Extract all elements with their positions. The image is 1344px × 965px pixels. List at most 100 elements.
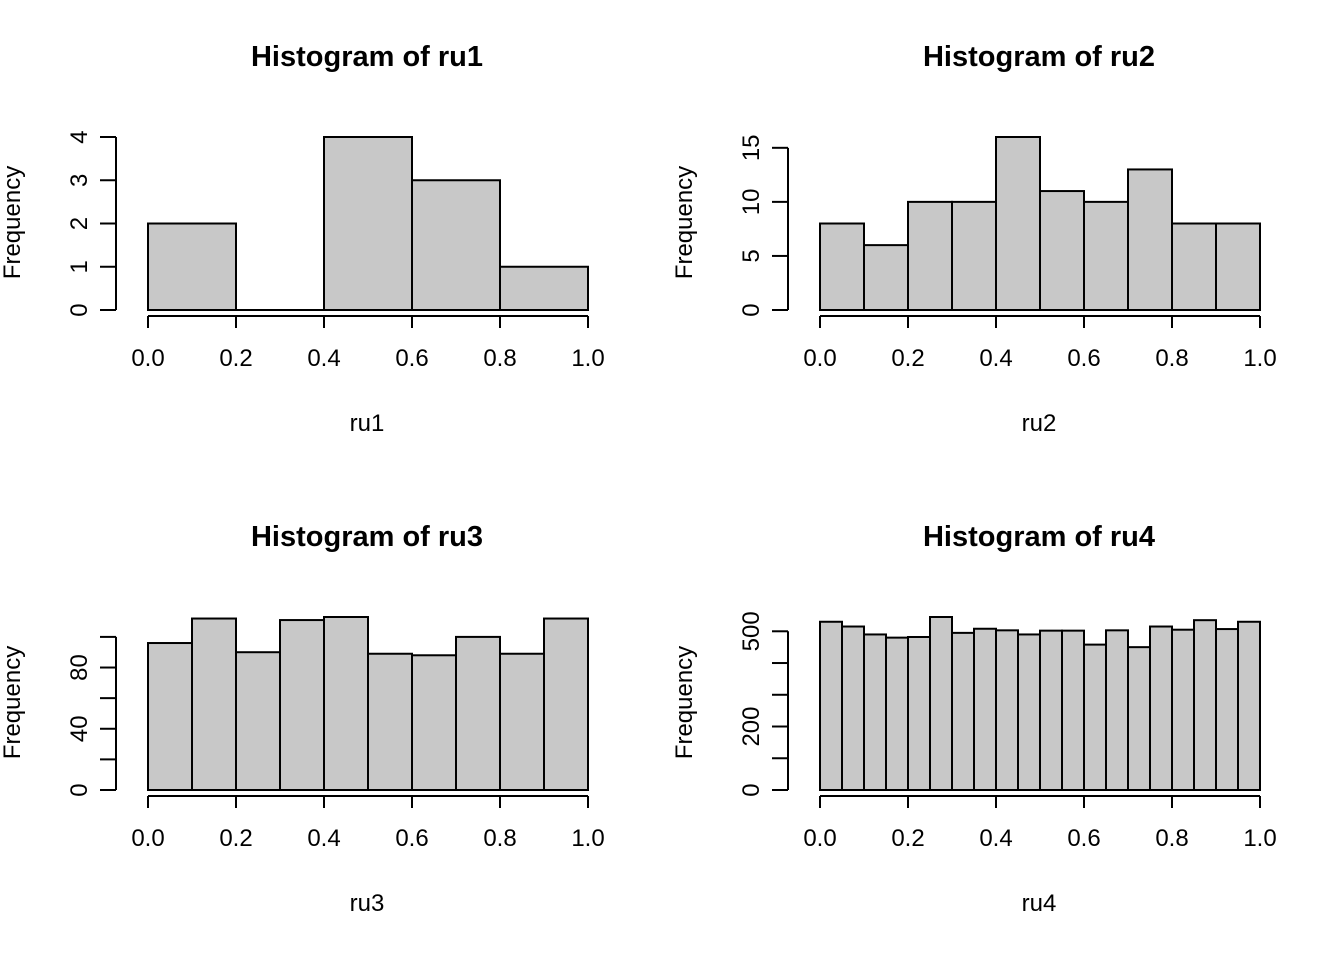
histogram-bar [1215, 628, 1239, 791]
x-tick-label: 0.2 [891, 825, 924, 852]
histogram-bar [367, 652, 413, 791]
histogram-bar [411, 654, 457, 792]
histogram-bar [323, 136, 413, 311]
histogram-bar [951, 631, 975, 792]
chart-title: Histogram of ru1 [251, 41, 483, 73]
x-tick-label: 0.8 [483, 825, 516, 852]
y-tick-label: 40 [66, 715, 93, 742]
histogram-bar [907, 635, 931, 791]
histogram-bar [907, 200, 953, 311]
x-axis-label: ru3 [350, 890, 385, 917]
x-tick-label: 1.0 [1243, 825, 1276, 852]
y-tick-label: 0 [66, 783, 93, 796]
histogram-bar [1171, 628, 1195, 792]
x-tick-label: 0.8 [1155, 825, 1188, 852]
histogram-bar [863, 633, 887, 792]
x-tick-label: 0.4 [979, 345, 1012, 372]
y-tick-label: 0 [738, 303, 765, 316]
y-tick-label: 3 [66, 174, 93, 187]
histogram-bar [841, 625, 865, 792]
x-tick-label: 0.0 [131, 345, 164, 372]
x-tick-label: 0.6 [1067, 825, 1100, 852]
histogram-bar [1105, 629, 1129, 791]
y-tick-label: 4 [66, 130, 93, 143]
y-tick-label: 15 [738, 134, 765, 161]
x-tick-label: 0.6 [1067, 345, 1100, 372]
histogram-bar [819, 620, 843, 791]
histogram-panel-3: Histogram of ru3 0.0 0.2 0.4 0.6 0.8 1.0 ru3 0 40… [0, 521, 605, 917]
histogram-bar [995, 629, 1019, 791]
histogram-bar [147, 642, 193, 791]
histogram-bar [235, 651, 281, 792]
x-tick-label: 1.0 [571, 825, 604, 852]
chart-title: Histogram of ru2 [923, 41, 1155, 73]
x-tick-label: 0.4 [307, 345, 340, 372]
x-tick-label: 0.6 [395, 345, 428, 372]
histogram-bar [1171, 222, 1217, 311]
x-tick-label: 1.0 [571, 345, 604, 372]
x-axis-label: ru4 [1022, 890, 1057, 917]
histogram-bar [995, 136, 1041, 311]
histogram-bar [279, 619, 325, 791]
histogram-bar [323, 616, 369, 791]
histogram-bar [499, 652, 545, 791]
x-tick-label: 0.2 [219, 825, 252, 852]
y-tick-label: 1 [66, 260, 93, 273]
x-tick-label: 1.0 [1243, 345, 1276, 372]
histogram-bar [543, 617, 589, 791]
x-tick-label: 0.4 [979, 825, 1012, 852]
histogram-bar [1237, 620, 1261, 791]
histogram-bar [499, 265, 589, 311]
histogram-bar [1039, 190, 1085, 311]
histogram-bar [1039, 629, 1063, 791]
histogram-bar [929, 616, 953, 791]
histogram-bar [191, 617, 237, 791]
histogram-bar [1193, 619, 1217, 791]
histogram-bar [1083, 200, 1129, 311]
x-tick-label: 0.4 [307, 825, 340, 852]
y-tick-label: 0 [738, 783, 765, 796]
histogram-bar [1083, 643, 1107, 791]
y-tick-label: 500 [738, 611, 765, 651]
histogram-bar [973, 627, 997, 791]
histogram-bar [147, 222, 237, 311]
histogram-panel-1: Histogram of ru1 0.0 0.2 0.4 0.6 0.8 1.0 ru1 0 1 2… [0, 41, 605, 437]
y-axis-label: Frequency [671, 646, 698, 759]
x-tick-label: 0.0 [803, 825, 836, 852]
y-tick-label: 0 [66, 303, 93, 316]
x-tick-label: 0.2 [219, 345, 252, 372]
histogram-bar [1127, 646, 1151, 791]
y-tick-label: 80 [66, 654, 93, 681]
histogram-bar [1061, 629, 1085, 791]
x-tick-label: 0.8 [483, 345, 516, 372]
chart-title: Histogram of ru4 [923, 521, 1155, 553]
x-tick-label: 0.2 [891, 345, 924, 372]
histogram-bar [1017, 633, 1041, 792]
histogram-bar [885, 636, 909, 792]
x-tick-label: 0.0 [131, 825, 164, 852]
x-tick-label: 0.6 [395, 825, 428, 852]
chart-title: Histogram of ru3 [251, 521, 483, 553]
y-axis-label: Frequency [671, 166, 698, 279]
histogram-bar [819, 222, 865, 311]
histogram-bar [1149, 625, 1173, 792]
x-axis-label: ru1 [350, 410, 385, 437]
histogram-bar [1215, 222, 1261, 311]
y-axis-label: Frequency [0, 166, 26, 279]
histogram-bar [411, 179, 501, 311]
y-tick-label: 200 [738, 706, 765, 746]
histogram-bar [455, 635, 501, 791]
y-tick-label: 10 [738, 189, 765, 216]
histogram-bar [1127, 168, 1173, 311]
y-tick-label: 5 [738, 249, 765, 262]
histogram-panel-2: Histogram of ru2 0.0 0.2 0.4 0.6 0.8 1.0 ru2 0 5 1… [671, 41, 1277, 437]
y-axis-label: Frequency [0, 646, 26, 759]
x-tick-label: 0.8 [1155, 345, 1188, 372]
x-tick-label: 0.0 [803, 345, 836, 372]
histogram-panel-4: Histogram of ru4 0.0 0.2 0.4 0.6 0.8 1.0 ru4 0 20… [671, 521, 1277, 917]
y-tick-label: 2 [66, 217, 93, 230]
histogram-bar [863, 244, 909, 311]
x-axis-label: ru2 [1022, 410, 1057, 437]
